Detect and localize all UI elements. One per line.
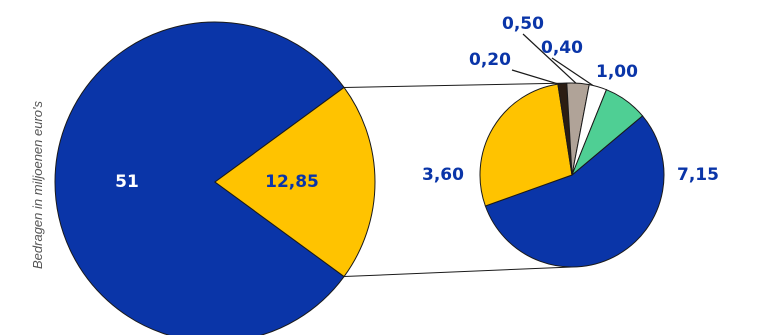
breakdown-pie-data-label: 0,50 [502,14,544,34]
breakdown-pie-data-label: 0,40 [541,38,583,58]
breakdown-pie-slice [484,115,665,268]
main-pie [54,21,376,335]
main-pie-slice [214,86,376,278]
leader-line [522,33,579,86]
y-axis-label: Bedragen in miljoenen euro's [30,101,45,269]
leader-line [511,69,563,86]
connector-line-bottom [344,266,573,278]
main-pie-data-label: 51 [115,172,139,192]
breakdown-pie-slice [571,89,644,176]
main-pie-data-label: 12,85 [265,172,319,192]
breakdown-pie [479,82,665,268]
leader-line [551,57,598,89]
breakdown-pie-data-label: 7,15 [677,165,719,185]
breakdown-pie-data-label: 3,60 [422,165,464,185]
breakdown-pie-slice [479,83,573,207]
connector-line-top [344,82,573,88]
data-labels: 51 12,85 7,15 3,60 0,20 0,50 0,40 1,00 [115,14,719,192]
breakdown-pie-data-label: 0,20 [469,50,511,70]
main-pie-slice [54,21,345,335]
breakdown-pie-data-label: 1,00 [596,62,638,82]
connector-lines [344,33,598,278]
